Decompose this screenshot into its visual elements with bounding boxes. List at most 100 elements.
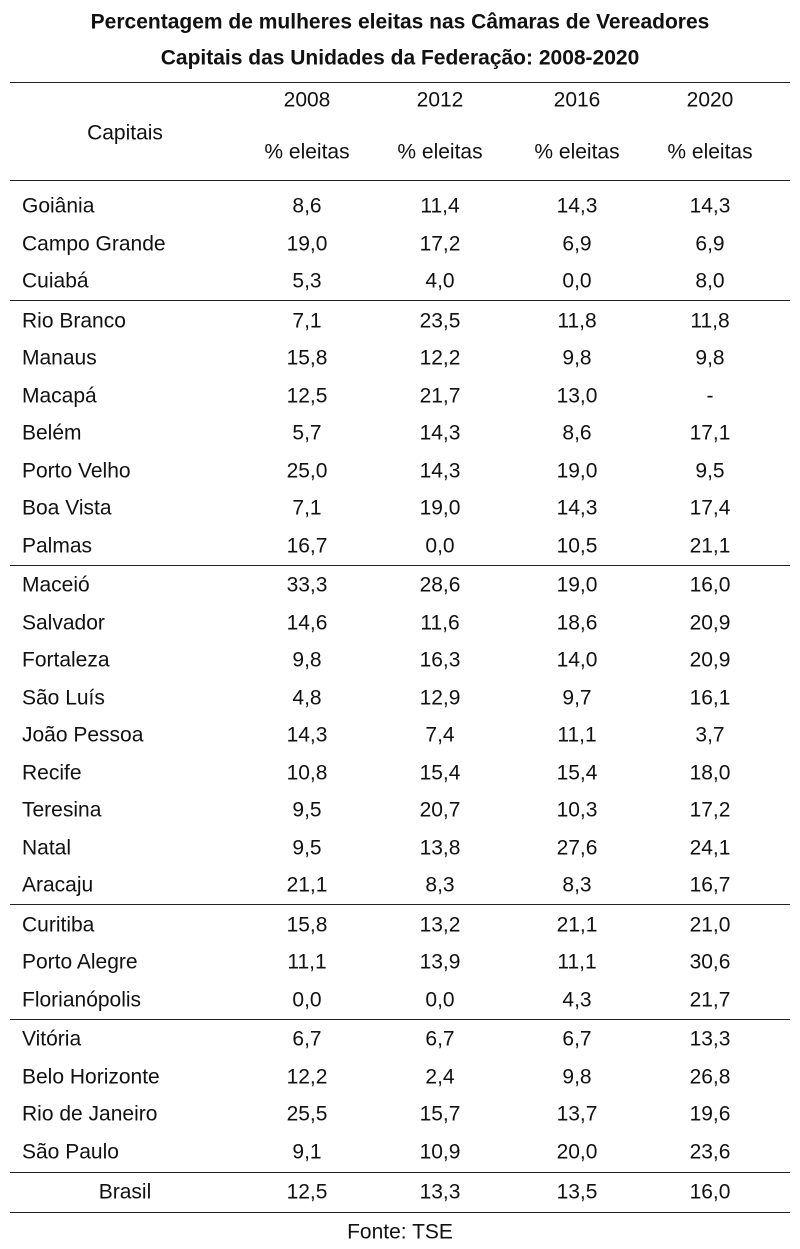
row-label: São Luís [22,686,105,709]
cell: 15,4 [556,761,598,784]
row-label: Palmas [22,534,93,557]
row-label: Salvador [22,611,105,634]
cell: 23,5 [419,309,461,332]
row-label: Florianópolis [22,988,142,1011]
cell: 7,1 [292,496,322,520]
cell: 9,8 [562,1065,592,1088]
cell: 20,9 [689,648,731,672]
cell: 0,0 [562,269,592,293]
total-cell: 12,5 [286,1180,328,1204]
cell: 12,9 [419,686,461,709]
row-label: Recife [22,761,82,784]
row-label: Maceió [22,573,90,597]
cell: 26,8 [689,1065,731,1088]
cell: 7,1 [292,309,322,332]
cell: 27,6 [556,836,598,859]
cell: 8,0 [695,269,725,293]
cell: 14,0 [556,648,598,672]
cell: 30,6 [689,950,731,974]
cell: 23,6 [689,1140,731,1163]
cell: 21,1 [286,873,328,897]
row-label: Fortaleza [22,648,110,672]
cell: 25,5 [286,1102,328,1126]
total-cell: 13,5 [556,1180,598,1204]
year-header: 2020 [686,88,734,112]
cell: 9,8 [292,648,322,672]
cell: 8,6 [562,421,592,445]
cell: 6,7 [562,1027,592,1051]
rule [10,180,790,181]
cell: 0,0 [425,988,455,1011]
cell: 14,3 [689,194,731,218]
subtitle: Capitais das Unidades da Federação: 2008… [160,46,640,70]
cell: 11,8 [557,309,597,332]
cell: 9,5 [292,798,322,822]
cell: 12,2 [419,346,461,370]
cell: 13,3 [689,1027,731,1051]
rule [10,1172,790,1173]
cell: 19,0 [286,232,328,255]
rule [10,82,790,83]
row-label: Macapá [22,384,97,407]
cell: 28,6 [419,573,461,597]
row-label: Porto Alegre [22,950,138,974]
cell: 33,3 [286,573,328,597]
cell: 17,1 [689,421,731,445]
row-label: Cuiabá [22,269,89,293]
cell: 13,8 [419,836,461,859]
cell: 14,3 [556,496,598,520]
cell: 6,7 [292,1027,322,1051]
cell: 8,3 [562,873,592,897]
cell: 15,8 [286,346,328,370]
cell: 9,5 [695,459,725,482]
cell: 11,6 [420,611,460,634]
cell: 9,7 [562,686,592,709]
cell: 16,0 [689,573,731,597]
row-label: Campo Grande [22,232,166,255]
row-label: Boa Vista [22,496,112,520]
column-subheader: % eleitas [534,140,620,164]
cell: 12,5 [286,384,328,407]
cell: 6,7 [425,1027,455,1051]
total-cell: 13,3 [419,1180,461,1204]
cell: 8,3 [425,873,455,897]
source: Fonte: TSE [347,1220,453,1244]
year-header: 2012 [416,88,464,112]
cell: 9,8 [562,346,592,370]
cell: 18,6 [556,611,598,634]
row-label: Belém [22,421,82,445]
row-label: João Pessoa [22,723,144,747]
cell: 9,5 [292,836,322,859]
cell: 6,9 [562,232,592,255]
cell: 11,1 [287,950,327,974]
cell: 17,2 [689,798,731,822]
cell: 24,1 [689,836,731,859]
cell: 11,1 [557,723,597,747]
cell: 13,7 [556,1102,598,1126]
cell: 19,0 [556,573,598,597]
cell: 21,1 [556,913,598,936]
row-label: Belo Horizonte [22,1065,160,1088]
rule [10,1018,790,1020]
cell: 2,4 [425,1065,455,1088]
cell: 14,3 [419,459,461,482]
cell: 6,9 [695,232,725,255]
row-label: São Paulo [22,1140,119,1163]
cell: 3,7 [695,723,725,747]
column-subheader: % eleitas [264,140,350,164]
cell: 13,9 [419,950,461,974]
cell: 8,6 [292,194,322,218]
row-label: Goiânia [22,194,95,218]
cell: 21,7 [689,988,731,1011]
cell: 10,5 [556,534,598,557]
cell: 17,2 [419,232,461,255]
cell: 14,3 [556,194,598,218]
rule [10,904,790,905]
total-cell: 16,0 [689,1180,731,1204]
rule [10,1212,790,1213]
cell: 4,0 [425,269,455,293]
cell: 4,8 [292,686,322,709]
cell: 19,0 [419,496,461,520]
row-label: Rio de Janeiro [22,1102,158,1126]
